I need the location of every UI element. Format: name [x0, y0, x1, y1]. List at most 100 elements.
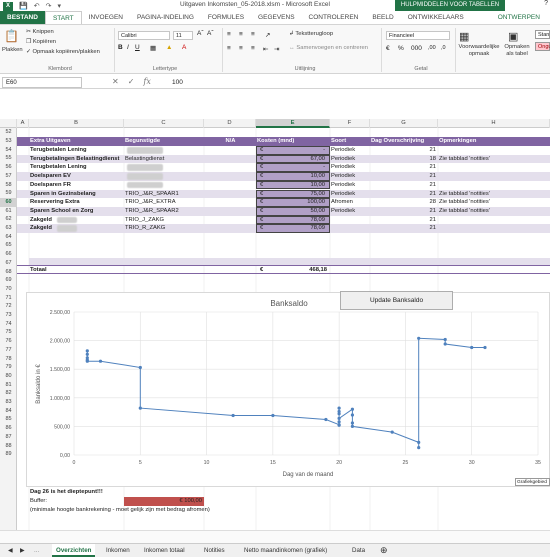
row-header[interactable]: 89	[5, 451, 12, 458]
tab-insert[interactable]: INVOEGEN	[88, 14, 123, 21]
cut-button[interactable]: ✂ Knippen	[26, 29, 54, 35]
row-header[interactable]: 55	[5, 155, 12, 162]
currency-icon[interactable]: €	[386, 45, 390, 52]
banksaldo-chart[interactable]: Banksaldo Dag van de maand Banksaldo in …	[26, 292, 550, 487]
font-color-icon[interactable]: A	[182, 44, 187, 51]
indent-decrease-icon[interactable]: ⇤	[263, 46, 269, 53]
italic-icon[interactable]: I	[127, 44, 129, 51]
cell-extra-uitgaven[interactable]: Sparen School en Zorg	[30, 207, 94, 214]
conditional-format-button[interactable]: Voorwaardelijke opmaak	[458, 44, 500, 57]
help-icon[interactable]: ?	[544, 0, 548, 7]
row-header[interactable]: 59	[5, 190, 12, 197]
row-header[interactable]: 54	[5, 146, 12, 153]
cell-kosten[interactable]: 50,00	[310, 207, 325, 214]
indent-increase-icon[interactable]: ⇥	[274, 46, 280, 53]
sheet-tab-inkomen-totaal[interactable]: Inkomen totaal	[144, 547, 185, 554]
cell-extra-uitgaven[interactable]: Zakgeld	[30, 216, 52, 223]
cell-soort[interactable]: Periodiek	[331, 147, 356, 153]
cell-kosten[interactable]: 10,00	[310, 173, 325, 180]
row-header[interactable]: 53	[5, 138, 12, 144]
row-header[interactable]: 57	[5, 172, 12, 179]
buffer-label[interactable]: Buffer:	[30, 498, 47, 504]
fill-color-icon[interactable]: ▲	[166, 44, 173, 51]
cell-extra-uitgaven[interactable]: Terugbetalen Lening	[30, 164, 87, 171]
thousands-icon[interactable]: 000	[411, 45, 422, 52]
row-header[interactable]: 71	[5, 294, 12, 301]
cell-opmerkingen[interactable]	[438, 163, 550, 172]
sheet-ellipsis[interactable]: ...	[34, 547, 40, 554]
cell-opmerkingen[interactable]: Zie tabblad 'notities'	[439, 207, 490, 214]
name-box[interactable]: E60	[2, 77, 82, 88]
underline-icon[interactable]: U	[135, 44, 140, 51]
copy-button[interactable]: ❐ Kopiëren	[26, 39, 57, 45]
cell-begunstigde[interactable]: TRIO_J&R_SPAAR2	[125, 207, 179, 214]
sheet-tab-data[interactable]: Data	[352, 547, 366, 554]
cell-opmerkingen[interactable]: Zie tabblad 'notities'	[439, 190, 490, 197]
header-kosten[interactable]: Kosten (mnd)	[257, 138, 295, 144]
paste-icon[interactable]: 📋	[4, 29, 19, 43]
row-header[interactable]: 67	[5, 259, 12, 266]
cell-dag[interactable]: 21	[429, 190, 436, 197]
cancel-icon[interactable]: ✕	[112, 77, 119, 86]
row-header[interactable]: 72	[5, 303, 12, 310]
column-header-c[interactable]: C	[124, 119, 204, 128]
format-as-table-button[interactable]: Opmaken als tabel	[504, 44, 530, 57]
row-header[interactable]: 60	[0, 197, 17, 207]
column-header-a[interactable]: A	[17, 119, 29, 128]
row-header[interactable]: 73	[5, 312, 12, 318]
format-painter-button[interactable]: ✓ Opmaak kopiëren/plakken	[26, 49, 100, 55]
row-header[interactable]: 69	[5, 277, 12, 284]
cell-kosten[interactable]: 100,00	[307, 199, 325, 206]
header-na[interactable]: N/A	[225, 138, 236, 144]
cell-kosten[interactable]: 78,09	[310, 216, 325, 223]
cell-currency[interactable]: €	[260, 173, 264, 180]
cell-kosten[interactable]: 10,00	[310, 181, 325, 188]
horizontal-scrollbar[interactable]	[0, 530, 550, 543]
increase-decimal-icon[interactable]: ,00	[428, 45, 436, 51]
cell-kosten[interactable]: 78,09	[310, 225, 325, 232]
row-header[interactable]: 56	[5, 164, 12, 171]
row-header[interactable]: 62	[5, 216, 12, 223]
row-header[interactable]: 82	[5, 390, 12, 397]
cell-begunstigde[interactable]: Belastingdienst	[125, 155, 165, 162]
cell-dag[interactable]: 21	[429, 147, 436, 153]
cell-kosten[interactable]: 67,00	[310, 155, 325, 162]
cell-extra-uitgaven[interactable]: Zakgeld	[30, 225, 52, 232]
align-top-icon[interactable]: ≡	[227, 31, 231, 38]
cell-soort[interactable]: Periodiek	[331, 190, 356, 197]
row-header[interactable]: 87	[5, 433, 12, 440]
cell-opmerkingen[interactable]	[438, 181, 550, 190]
font-size-combo[interactable]: 11	[173, 31, 193, 40]
cell-begunstigde[interactable]: TRIO_J&R_EXTRA	[125, 199, 176, 206]
cell-kosten[interactable]: -	[323, 164, 325, 171]
low-point-note[interactable]: Dag 26 is het dieptepunt!!!	[30, 489, 103, 495]
align-right-icon[interactable]: ≡	[251, 45, 255, 52]
tab-review[interactable]: CONTROLEREN	[308, 14, 359, 21]
formula-input[interactable]: 100	[172, 79, 183, 86]
cell-currency[interactable]: €	[260, 190, 264, 197]
row-header[interactable]: 65	[5, 242, 12, 249]
header-extra-uitgaven[interactable]: Extra Uitgaven	[30, 138, 71, 144]
redo-icon[interactable]: ↷	[45, 3, 52, 10]
cell-soort[interactable]: Afromen	[331, 199, 353, 206]
borders-icon[interactable]: ▦	[150, 45, 157, 52]
header-dag-overschrijving[interactable]: Dag Overschrijving	[371, 138, 425, 144]
tab-formulas[interactable]: FORMULES	[207, 14, 245, 21]
cell-currency[interactable]: €	[260, 199, 264, 206]
style-bad[interactable]: Ongu	[535, 42, 550, 51]
orientation-icon[interactable]: ↗	[265, 32, 271, 39]
row-header[interactable]: 75	[5, 329, 12, 336]
cell-dag[interactable]: 21	[429, 173, 436, 180]
row-header[interactable]: 84	[5, 407, 12, 414]
buffer-value[interactable]: € 100,00	[124, 497, 204, 506]
cell-opmerkingen[interactable]	[438, 216, 550, 225]
wrap-text-button[interactable]: ↲ Tekstterugloop	[289, 31, 334, 37]
total-label[interactable]: Totaal	[30, 267, 47, 273]
fx-icon[interactable]: fx	[143, 77, 151, 86]
format-table-icon[interactable]: ▣	[508, 31, 519, 43]
column-header-b[interactable]: B	[29, 119, 124, 128]
decrease-decimal-icon[interactable]: ,0	[441, 45, 446, 51]
cell-opmerkingen[interactable]	[438, 172, 550, 181]
cell-dag[interactable]: 21	[429, 216, 436, 223]
update-banksaldo-button[interactable]: Update Banksaldo	[340, 291, 453, 310]
